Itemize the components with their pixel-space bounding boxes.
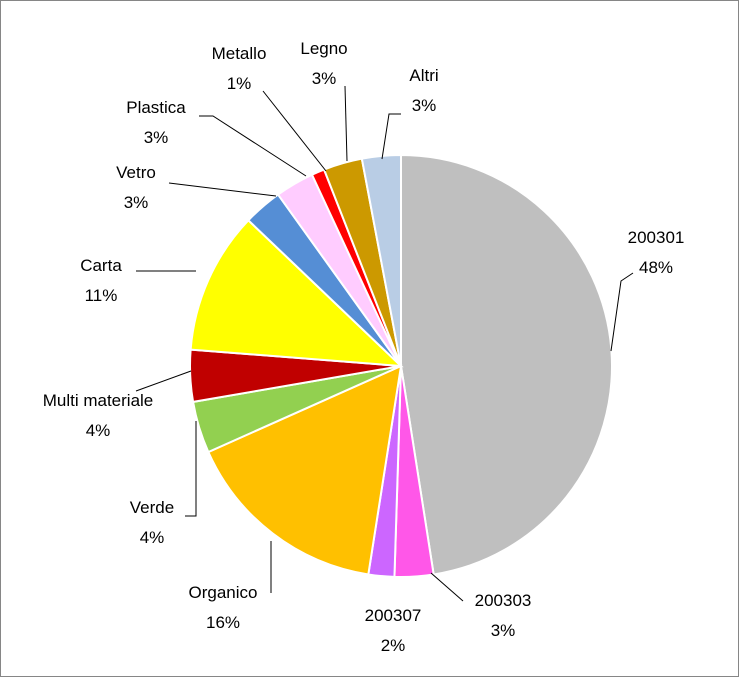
leader-line <box>185 421 197 517</box>
data-label: Vetro 3% <box>80 158 192 218</box>
data-label: Altri 3% <box>368 61 480 121</box>
category-label: Verde <box>129 498 175 517</box>
category-label: Legno <box>300 39 348 58</box>
value-label: 16% <box>205 613 241 632</box>
data-label: Metallo 1% <box>183 39 295 99</box>
value-label: 48% <box>638 258 674 277</box>
category-label: 200303 <box>474 591 532 610</box>
data-label: 200303 3% <box>447 586 559 646</box>
data-label: Multi materiale 4% <box>42 386 154 446</box>
category-label: Vetro <box>116 163 156 182</box>
leader-line <box>199 115 307 177</box>
leader-line <box>430 572 464 602</box>
data-label: Legno 3% <box>268 34 380 94</box>
value-label: 4% <box>139 528 165 547</box>
category-label: 200307 <box>364 606 422 625</box>
leader-line <box>168 182 277 197</box>
pie-slice <box>360 153 402 367</box>
category-label: Multi materiale <box>42 391 154 410</box>
category-label: Carta <box>80 256 122 275</box>
data-label: Plastica 3% <box>100 93 212 153</box>
data-label: Organico 16% <box>167 578 279 638</box>
category-label: Organico <box>188 583 258 602</box>
pie-slice <box>400 153 613 576</box>
leader-line <box>262 90 327 172</box>
data-label: 200301 48% <box>600 223 712 283</box>
leader-line <box>135 370 192 392</box>
value-label: 2% <box>380 636 406 655</box>
leader-line <box>381 113 401 160</box>
value-label: 3% <box>143 128 169 147</box>
value-label: 3% <box>311 69 337 88</box>
value-label: 3% <box>490 621 516 640</box>
value-label: 3% <box>123 193 149 212</box>
category-label: Plastica <box>126 98 186 117</box>
pie-slice <box>189 218 404 368</box>
value-label: 4% <box>85 421 111 440</box>
data-label: 200307 2% <box>337 601 449 661</box>
category-label: Metallo <box>211 44 267 63</box>
value-label: 1% <box>226 74 252 93</box>
data-label: Verde 4% <box>96 493 208 553</box>
pie-slice <box>207 364 403 576</box>
leader-line <box>344 85 348 162</box>
value-label: 11% <box>84 286 118 305</box>
leader-line <box>610 272 634 352</box>
value-label: 3% <box>411 96 437 115</box>
data-label: Carta 11% <box>45 251 157 311</box>
category-label: 200301 <box>627 228 685 247</box>
category-label: Altri <box>409 66 439 85</box>
